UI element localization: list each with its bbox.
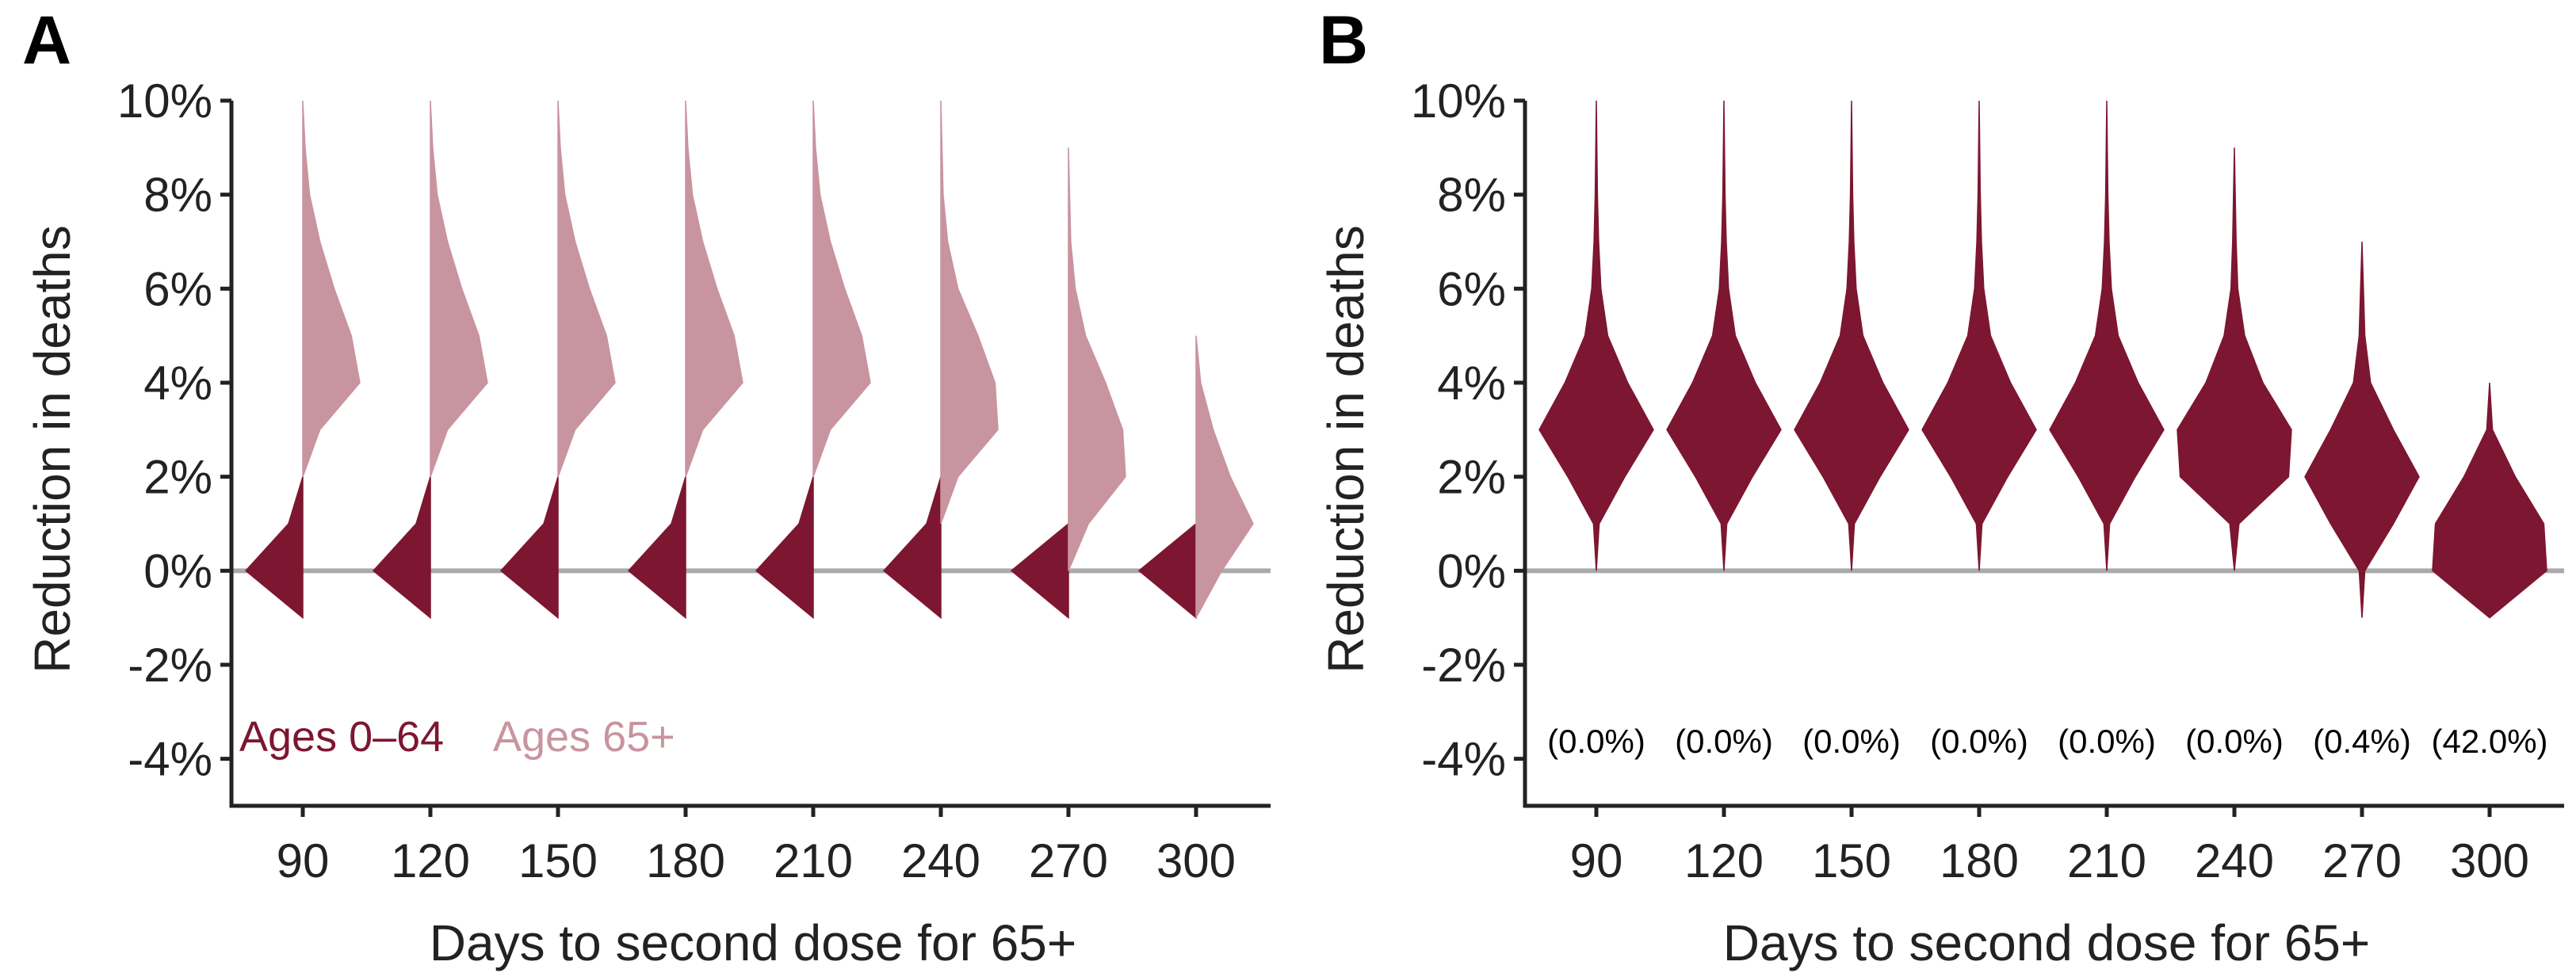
panel-b-axes [1523, 101, 2564, 808]
y-tick-label: 10% [1411, 74, 1506, 128]
panel-a-y-ticks: -4% -2% 0% 2% 4% 6% 8% 10% [117, 74, 231, 786]
violin-ages-0-64-150 [499, 476, 559, 620]
violin-ages-65-plus-210 [812, 100, 871, 477]
panel-b-letter: B [1319, 2, 1368, 78]
x-tick-label: 180 [1940, 834, 2019, 887]
x-tick-label: 240 [2195, 834, 2274, 887]
panel-a-x-ticks: 90 120 150 180 210 240 270 300 [277, 806, 1236, 887]
violin-ages-0-64-120 [372, 476, 431, 620]
panel-b-x-ticks: 90 120 150 180 210 240 270 300 [1570, 806, 2529, 887]
y-tick-label: 4% [143, 357, 212, 410]
y-tick-label: -4% [128, 733, 212, 786]
y-tick-label: 6% [143, 262, 212, 315]
y-tick-label: 8% [1437, 169, 1506, 222]
panel-a-letter: A [22, 2, 71, 78]
panel-a-violins [244, 100, 1254, 620]
y-tick-label: 0% [143, 544, 212, 597]
panel-a: A -4% -2% 0% 2% 4% 6% 8% 10% 90 120 150 180 210 240 2… [22, 2, 1271, 971]
violin-ages-65-plus-120 [430, 100, 488, 477]
panel-b: B -4% -2% 0% 2% 4% 6% 8% 10% 90 120 150 180 210 240 2… [1317, 2, 2564, 971]
annotation-label: (0.0%) [2058, 723, 2156, 760]
y-tick-label: -2% [1421, 639, 1506, 692]
panel-a-legend: Ages 0–64 Ages 65+ [239, 713, 675, 761]
panel-b-y-ticks: -4% -2% 0% 2% 4% 6% 8% 10% [1411, 74, 1525, 786]
panel-b-annotations: (0.0%) (0.0%) (0.0%) (0.0%) (0.0%) (0.0%) (0.4… [1547, 723, 2547, 760]
annotation-label: (0.0%) [2185, 723, 2284, 760]
x-tick-label: 270 [2322, 834, 2402, 887]
annotation-label: (0.0%) [1547, 723, 1645, 760]
y-tick-label: 8% [143, 169, 212, 222]
x-tick-label: 120 [1684, 834, 1764, 887]
violin-ages-0-64-90 [244, 476, 304, 620]
x-tick-label: 150 [1812, 834, 1891, 887]
x-tick-label: 90 [277, 834, 330, 887]
violin-total-150 [1794, 100, 1909, 571]
panel-a-axes [229, 101, 1271, 808]
x-tick-label: 300 [2450, 834, 2529, 887]
x-tick-label: 90 [1570, 834, 1623, 887]
violin-total-90 [1538, 100, 1654, 571]
violin-ages-0-64-180 [627, 476, 686, 620]
x-tick-label: 150 [518, 834, 598, 887]
violin-total-270 [2304, 241, 2420, 618]
y-tick-label: 10% [117, 74, 212, 128]
violin-total-180 [1921, 100, 2037, 571]
y-tick-label: 6% [1437, 262, 1506, 315]
y-tick-label: 0% [1437, 544, 1506, 597]
violin-ages-65-plus-270 [1068, 147, 1126, 571]
annotation-label: (42.0%) [2431, 723, 2547, 760]
x-tick-label: 120 [391, 834, 470, 887]
violin-ages-0-64-210 [755, 476, 814, 620]
violin-total-210 [2049, 100, 2165, 571]
annotation-label: (0.0%) [1930, 723, 2028, 760]
annotation-label: (0.0%) [1802, 723, 1901, 760]
annotation-label: (0.4%) [2313, 723, 2411, 760]
violin-ages-65-plus-90 [302, 100, 361, 477]
violin-total-120 [1666, 100, 1782, 571]
panel-b-violins [1538, 100, 2547, 619]
violin-ages-65-plus-180 [685, 100, 743, 477]
panel-a-x-axis-label: Days to second dose for 65+ [430, 914, 1077, 971]
y-tick-label: -2% [128, 639, 212, 692]
panel-b-y-axis-label: Reduction in deaths [1317, 225, 1374, 673]
annotation-label: (0.0%) [1675, 723, 1773, 760]
violin-total-240 [2177, 147, 2292, 571]
violin-ages-65-plus-300 [1195, 335, 1254, 619]
legend-ages-65-plus: Ages 65+ [493, 713, 675, 761]
x-tick-label: 210 [774, 834, 853, 887]
violin-ages-65-plus-240 [940, 100, 999, 525]
y-tick-label: -4% [1421, 733, 1506, 786]
x-tick-label: 270 [1029, 834, 1108, 887]
y-tick-label: 2% [143, 451, 212, 504]
x-tick-label: 300 [1156, 834, 1236, 887]
panel-a-y-axis-label: Reduction in deaths [24, 225, 81, 673]
x-tick-label: 180 [646, 834, 725, 887]
violin-total-300 [2432, 382, 2547, 619]
legend-ages-0-64: Ages 0–64 [239, 713, 444, 761]
panel-b-x-axis-label: Days to second dose for 65+ [1723, 914, 2371, 971]
y-tick-label: 2% [1437, 451, 1506, 504]
y-tick-label: 4% [1437, 357, 1506, 410]
x-tick-label: 210 [2067, 834, 2146, 887]
violin-ages-65-plus-150 [557, 100, 616, 477]
x-tick-label: 240 [901, 834, 980, 887]
